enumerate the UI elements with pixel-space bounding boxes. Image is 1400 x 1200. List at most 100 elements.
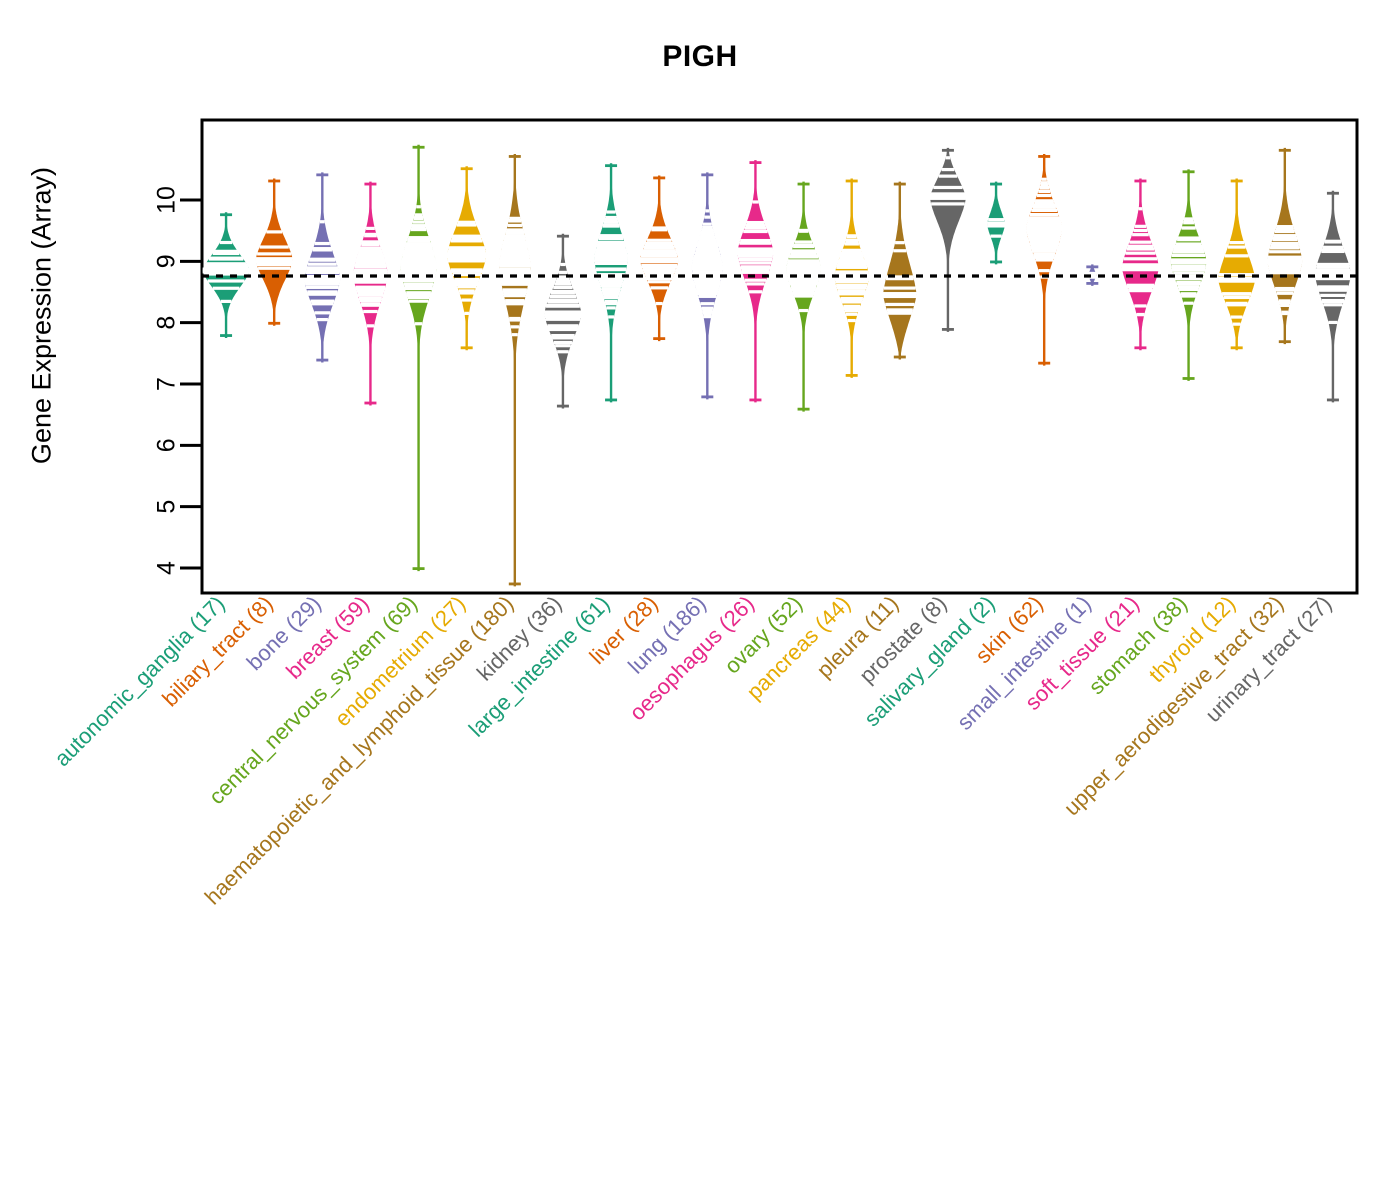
y-tick-label: 6 (153, 438, 181, 452)
sample-tick (651, 226, 667, 230)
violin-upper_aerodigestive_tract[interactable] (1267, 147, 1303, 345)
violin-urinary_tract[interactable] (1314, 190, 1351, 403)
sample-tick (451, 236, 482, 240)
sample-tick (306, 268, 339, 272)
sample-tick (787, 272, 821, 277)
sample-rug-marks (1314, 239, 1351, 325)
sample-tick (500, 276, 530, 280)
sample-tick (1270, 246, 1300, 250)
violin-central_nervous_system[interactable] (400, 144, 437, 572)
outlier-tick (508, 155, 521, 158)
violin-large_intestine[interactable] (594, 163, 628, 403)
sample-tick (641, 250, 677, 254)
sample-tick (837, 289, 866, 293)
violin-pancreas[interactable] (834, 178, 870, 378)
sample-tick (1128, 289, 1153, 293)
median-band (1170, 258, 1207, 265)
sample-tick (1039, 186, 1050, 190)
sample-tick (1127, 244, 1154, 248)
sample-tick (845, 238, 858, 242)
sample-tick (407, 293, 431, 298)
sample-tick (1132, 233, 1149, 237)
violin-soft_tissue[interactable] (1121, 178, 1160, 351)
violin-lung[interactable] (691, 172, 723, 400)
sample-tick (886, 308, 913, 312)
sample-tick (887, 310, 913, 314)
sample-tick (503, 289, 527, 294)
sample-tick (459, 291, 475, 295)
sample-tick (748, 290, 763, 294)
sample-tick (703, 315, 712, 319)
outlier-tick (1278, 340, 1291, 344)
sample-tick (499, 271, 530, 275)
outlier-marks (797, 182, 810, 411)
sample-tick (510, 325, 519, 329)
sample-tick (553, 340, 572, 345)
sample-tick (414, 322, 423, 326)
sample-tick (258, 266, 291, 270)
sample-tick (412, 220, 425, 224)
sample-tick (603, 223, 620, 227)
sample-tick (651, 228, 668, 232)
outlier-tick (1182, 170, 1195, 174)
sample-tick (1269, 250, 1301, 254)
violin-prostate[interactable] (929, 147, 966, 332)
sample-tick (554, 282, 572, 286)
outlier-tick (1134, 179, 1147, 183)
sample-tick (791, 287, 816, 291)
outlier-marks (1134, 179, 1147, 350)
violin-salivary_gland[interactable] (987, 181, 1006, 265)
sample-tick (646, 276, 673, 280)
sample-tick (503, 238, 526, 242)
sample-tick (1267, 255, 1302, 259)
outlier-tick (797, 182, 810, 186)
violin-thyroid[interactable] (1218, 178, 1256, 351)
sample-tick (1171, 253, 1206, 257)
violin-skin[interactable] (1026, 154, 1063, 366)
sample-tick (1218, 273, 1255, 277)
sample-tick (505, 301, 524, 306)
sample-tick (838, 258, 865, 262)
sample-tick (787, 259, 820, 263)
violin-liver[interactable] (639, 175, 679, 342)
outlier-tick (460, 346, 473, 350)
sample-tick (307, 291, 337, 296)
sample-tick (404, 247, 433, 251)
sample-tick (549, 294, 577, 299)
violin-autonomic_ganglia[interactable] (202, 212, 250, 338)
sample-tick (608, 315, 615, 319)
violin-endometrium[interactable] (446, 166, 487, 351)
violin-oesophagus[interactable] (737, 160, 774, 403)
sample-tick (1268, 265, 1302, 269)
violin-pleura[interactable] (883, 181, 917, 360)
sample-tick (793, 291, 815, 295)
sample-tick (1328, 320, 1338, 325)
sample-tick (1038, 269, 1050, 273)
sample-tick (594, 261, 628, 265)
sample-tick (598, 278, 624, 283)
violin-bone[interactable] (304, 172, 341, 363)
violin-ovary[interactable] (786, 181, 821, 412)
sample-tick (841, 251, 863, 255)
sample-tick (355, 286, 386, 290)
violin-kidney[interactable] (544, 233, 582, 409)
sample-tick (499, 267, 531, 271)
sample-tick (1276, 225, 1294, 229)
sample-tick (645, 274, 674, 278)
sample-tick (1323, 303, 1343, 307)
sample-tick (692, 270, 723, 274)
violin-small_intestine[interactable] (1086, 264, 1099, 286)
sample-tick (502, 245, 528, 249)
sample-tick (847, 318, 856, 323)
violin-biliary_tract[interactable] (255, 178, 293, 326)
sample-tick (739, 261, 772, 265)
sample-tick (204, 265, 249, 269)
sample-tick (702, 311, 712, 315)
outlier-tick (1230, 346, 1243, 350)
violin-haematopoietic_and_lymphoid_tissue[interactable] (499, 154, 531, 587)
sample-tick (266, 230, 283, 234)
sample-tick (1280, 303, 1290, 307)
violin-breast[interactable] (353, 181, 388, 406)
sample-tick (1035, 199, 1054, 203)
sample-tick (1279, 301, 1291, 305)
